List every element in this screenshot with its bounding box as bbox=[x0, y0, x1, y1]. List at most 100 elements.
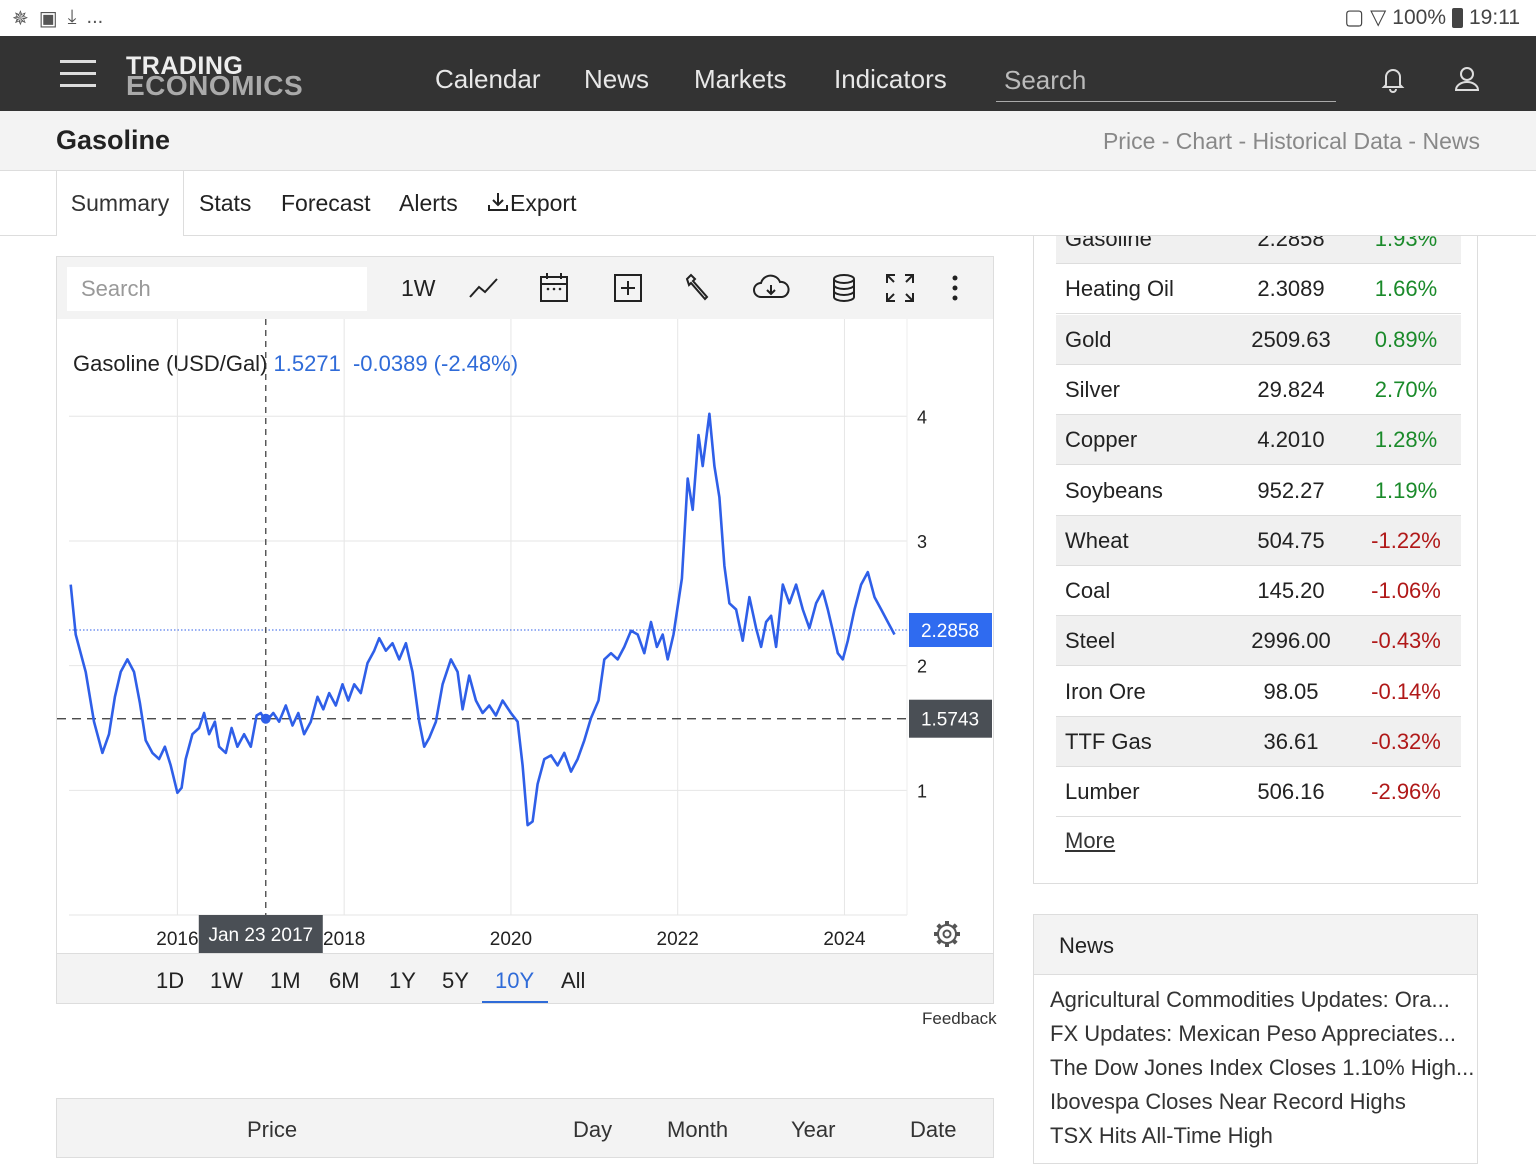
hamburger-menu-button[interactable] bbox=[60, 60, 96, 88]
commodity-name[interactable]: Iron Ore bbox=[1065, 678, 1146, 704]
tab-summary[interactable]: Summary bbox=[56, 171, 184, 236]
commodity-row[interactable]: Steel 2996.00 -0.43% bbox=[1056, 616, 1461, 667]
chart-legend-value: 1.5271 bbox=[273, 351, 341, 376]
top-nav: TRADING ECONOMICS Calendar News Markets … bbox=[0, 36, 1536, 111]
breadcrumb[interactable]: Price - Chart - Historical Data - News bbox=[1102, 128, 1480, 154]
range-1m[interactable]: 1M bbox=[270, 968, 301, 993]
range-all[interactable]: All bbox=[561, 968, 586, 993]
commodity-name[interactable]: Heating Oil bbox=[1065, 276, 1174, 302]
commodity-price: 2.3089 bbox=[1257, 276, 1325, 302]
y-tick-label: 3 bbox=[917, 532, 927, 552]
chart-legend: Gasoline (USD/Gal) 1.5271 -0.0389 (-2.48… bbox=[73, 351, 518, 377]
range-1d[interactable]: 1D bbox=[156, 968, 185, 993]
commodity-row[interactable]: Heating Oil 2.3089 1.66% bbox=[1056, 264, 1461, 315]
commodity-price: 506.16 bbox=[1257, 779, 1325, 805]
logo-line1: TRADING bbox=[126, 52, 244, 80]
range-6m[interactable]: 6M bbox=[329, 968, 360, 993]
commodity-name[interactable]: TTF Gas bbox=[1065, 729, 1152, 754]
fullscreen-icon[interactable] bbox=[883, 271, 917, 305]
status-left: ✵ ▣ ⤓ ... bbox=[12, 6, 103, 31]
commodity-price: 504.75 bbox=[1257, 527, 1325, 553]
commodities-panel: Gasoline 2.2858 1.93% Heating Oil 2.3089 1.66… bbox=[1033, 236, 1478, 884]
commodity-name[interactable]: Coal bbox=[1065, 578, 1111, 604]
y-tick-label: 1 bbox=[917, 781, 927, 801]
news-panel: News Agricultural Commodities Updates: O… bbox=[1033, 914, 1478, 1164]
x-tick-label: 2022 bbox=[657, 929, 699, 950]
commodity-name[interactable]: Gold bbox=[1065, 326, 1112, 352]
y-tick-label: 4 bbox=[917, 407, 927, 427]
nav-link-markets[interactable]: Markets bbox=[694, 64, 787, 94]
news-item[interactable]: The Dow Jones Index Closes 1.10% High... bbox=[1050, 1055, 1475, 1080]
commodity-row[interactable]: Wheat 504.75 -1.22% bbox=[1056, 515, 1461, 566]
commodity-row[interactable]: Copper 4.2010 1.28% bbox=[1056, 415, 1461, 466]
tab-forecast[interactable]: Forecast bbox=[281, 190, 371, 216]
commodity-change: 1.93% bbox=[1374, 226, 1438, 251]
tab-alerts[interactable]: Alerts bbox=[399, 190, 458, 216]
y-tick-label: 2 bbox=[917, 657, 927, 677]
commodity-name[interactable]: Silver bbox=[1065, 376, 1121, 402]
commodity-name[interactable]: Wheat bbox=[1065, 527, 1129, 553]
commodity-name[interactable]: Copper bbox=[1065, 427, 1138, 453]
commodity-name[interactable]: Steel bbox=[1065, 628, 1116, 654]
commodity-row[interactable]: Soybeans 952.27 1.19% bbox=[1056, 466, 1461, 516]
nav-link-news[interactable]: News bbox=[584, 64, 650, 94]
commodity-row[interactable]: Gasoline 2.2858 1.93% bbox=[1056, 226, 1461, 264]
chart-title: Gasoline (USD/Gal) bbox=[73, 351, 268, 376]
x-tick-label: 2016 bbox=[156, 929, 198, 950]
chart-canvas[interactable]: 1 2 3 4 2016 2018 2020 2022 2024 2.2858 1.5743 Jan … bbox=[57, 319, 993, 953]
feedback-link[interactable]: Feedback bbox=[922, 1009, 997, 1028]
chart-search-input[interactable] bbox=[67, 267, 367, 311]
more-link[interactable]: More bbox=[1065, 828, 1116, 853]
commodity-price: 36.61 bbox=[1263, 729, 1319, 754]
range-5y[interactable]: 5Y bbox=[442, 968, 469, 993]
x-tick-label: 2018 bbox=[323, 929, 365, 950]
cloud-download-icon[interactable] bbox=[751, 271, 791, 305]
tab-export[interactable]: Export bbox=[486, 171, 576, 236]
bell-icon[interactable] bbox=[1378, 64, 1408, 94]
nav-link-indicators[interactable]: Indicators bbox=[834, 64, 947, 94]
news-item[interactable]: FX Updates: Mexican Peso Appreciates... bbox=[1050, 1021, 1456, 1046]
news-item[interactable]: Ibovespa Closes Near Record Highs bbox=[1050, 1089, 1406, 1114]
commodity-row[interactable]: Silver 29.824 2.70% bbox=[1056, 365, 1461, 415]
commodity-change: -0.32% bbox=[1371, 729, 1441, 754]
database-icon[interactable] bbox=[827, 271, 861, 305]
interval-button[interactable]: 1W bbox=[401, 275, 436, 301]
commodity-row[interactable]: TTF Gas 36.61 -0.32% bbox=[1056, 717, 1461, 767]
commodity-name[interactable]: Gasoline bbox=[1065, 226, 1152, 251]
commodity-row[interactable]: Coal 145.20 -1.06% bbox=[1056, 566, 1461, 617]
download-icon bbox=[488, 193, 508, 211]
chart-settings-gear-icon[interactable] bbox=[934, 921, 960, 947]
nav-link-calendar[interactable]: Calendar bbox=[435, 64, 541, 94]
cast-icon: ✵ bbox=[12, 8, 29, 30]
more-options-icon[interactable] bbox=[943, 271, 967, 305]
status-bar: ✵ ▣ ⤓ ... ▢ ▽ 100% 19:11 bbox=[0, 0, 1536, 36]
image-icon: ▣ bbox=[38, 8, 58, 30]
logo-line2: ECONOMICS bbox=[126, 70, 304, 101]
news-item[interactable]: Agricultural Commodities Updates: Ora... bbox=[1050, 987, 1450, 1012]
wrench-icon[interactable] bbox=[681, 271, 715, 305]
top-search-input[interactable] bbox=[996, 60, 1336, 102]
line-chart-icon[interactable] bbox=[467, 271, 501, 305]
col-day: Day bbox=[573, 1117, 613, 1142]
commodity-name[interactable]: Soybeans bbox=[1065, 477, 1163, 503]
commodity-row[interactable]: Iron Ore 98.05 -0.14% bbox=[1056, 667, 1461, 717]
range-10y[interactable]: 10Y bbox=[495, 968, 535, 993]
price-table-header: Price Day Month Year Date bbox=[56, 1098, 994, 1158]
commodity-price: 4.2010 bbox=[1257, 427, 1325, 453]
page-title: Gasoline bbox=[56, 125, 171, 155]
chart-toolbar: 1W bbox=[57, 257, 993, 319]
commodity-row[interactable]: Gold 2509.63 0.89% bbox=[1056, 314, 1461, 365]
logo[interactable]: TRADING ECONOMICS bbox=[126, 52, 304, 101]
calendar-icon[interactable] bbox=[537, 271, 571, 305]
commodity-price: 2509.63 bbox=[1251, 326, 1331, 352]
range-1w[interactable]: 1W bbox=[210, 968, 243, 993]
range-1y[interactable]: 1Y bbox=[389, 968, 416, 993]
commodity-row[interactable]: Lumber 506.16 -2.96% bbox=[1056, 767, 1461, 818]
commodity-name[interactable]: Lumber bbox=[1065, 779, 1140, 805]
tab-stats[interactable]: Stats bbox=[199, 190, 252, 216]
news-item[interactable]: TSX Hits All-Time High bbox=[1050, 1123, 1273, 1148]
add-indicator-icon[interactable] bbox=[611, 271, 645, 305]
commodity-change: 2.70% bbox=[1374, 376, 1438, 402]
user-icon[interactable] bbox=[1452, 64, 1482, 94]
x-tick-label: 2020 bbox=[490, 929, 532, 950]
